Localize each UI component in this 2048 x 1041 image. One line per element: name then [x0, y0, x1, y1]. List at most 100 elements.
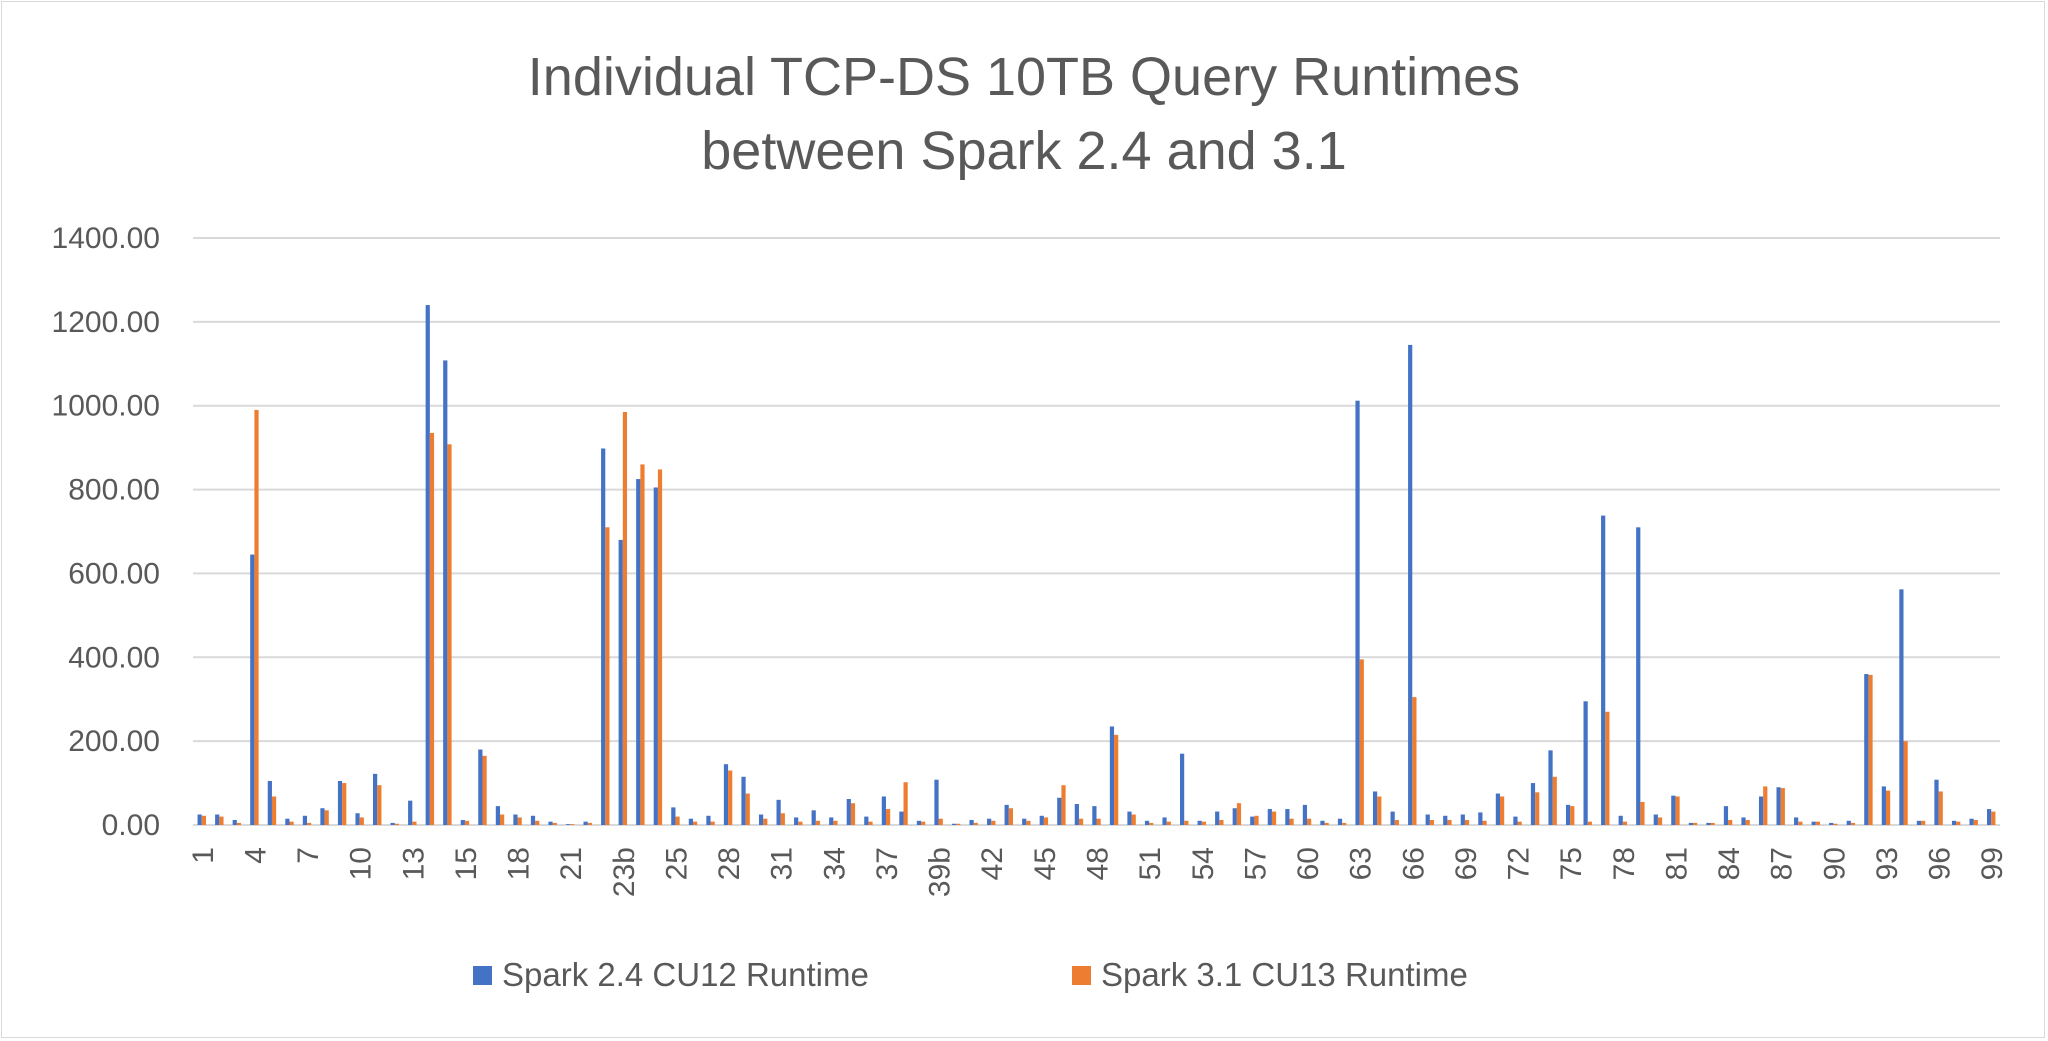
bar-spark-2-4-cu12-runtime-44 [1022, 818, 1027, 825]
bar-spark-2-4-cu12-runtime-37 [881, 796, 886, 825]
legend-swatch-spark-24 [473, 965, 492, 985]
bar-spark-2-4-cu12-runtime-22 [583, 821, 588, 825]
bar-spark-2-4-cu12-runtime-18 [513, 814, 518, 825]
bar-spark-3-1-cu13-runtime-63 [1359, 659, 1364, 825]
bar-spark-2-4-cu12-runtime-77 [1601, 515, 1606, 825]
x-tick-label-60: 60 [1292, 847, 1325, 880]
bar-spark-3-1-cu13-runtime-18 [517, 817, 522, 825]
x-tick-label-69: 69 [1450, 847, 1483, 880]
bar-spark-2-4-cu12-runtime-48 [1092, 806, 1097, 825]
bar-spark-3-1-cu13-runtime-42 [991, 820, 996, 825]
bar-spark-3-1-cu13-runtime-73 [1535, 792, 1540, 825]
bar-spark-3-1-cu13-runtime-1 [201, 815, 206, 825]
bar-spark-2-4-cu12-runtime-49 [1109, 726, 1115, 825]
bar-spark-3-1-cu13-runtime-69 [1464, 819, 1470, 825]
y-tick-label: 1400.00 [52, 222, 160, 255]
bar-spark-2-4-cu12-runtime-12 [390, 822, 395, 825]
bar-spark-2-4-cu12-runtime-75 [1565, 804, 1571, 825]
bar-spark-2-4-cu12-runtime-66 [1408, 344, 1413, 825]
bar-spark-2-4-cu12-runtime-36 [864, 816, 869, 825]
legend-swatch-spark-31 [1072, 965, 1091, 985]
bar-spark-3-1-cu13-runtime-20 [552, 822, 557, 825]
bar-spark-2-4-cu12-runtime-98 [1969, 818, 1974, 825]
bar-spark-2-4-cu12-runtime-65 [1390, 811, 1395, 825]
y-tick-label: 600.00 [68, 557, 160, 590]
bar-spark-2-4-cu12-runtime-71 [1495, 793, 1500, 825]
bar-spark-3-1-cu13-runtime-41 [973, 822, 978, 825]
bar-spark-3-1-cu13-runtime-2 [219, 816, 224, 825]
bar-spark-3-1-cu13-runtime-57 [1254, 815, 1259, 825]
bar-spark-3-1-cu13-runtime-52 [1166, 821, 1171, 825]
bar-spark-2-4-cu12-runtime-7 [302, 815, 308, 825]
bar-spark-2-4-cu12-runtime-23a [601, 448, 606, 825]
bar-spark-2-4-cu12-runtime-70 [1478, 812, 1483, 825]
bar-spark-2-4-cu12-runtime-83 [1706, 822, 1711, 825]
legend-label-spark-31: Spark 3.1 CU13 Runtime [1101, 956, 1468, 993]
bar-spark-3-1-cu13-runtime-38 [903, 782, 908, 825]
bar-spark-2-4-cu12-runtime-64 [1372, 791, 1378, 825]
bar-spark-2-4-cu12-runtime-17 [495, 806, 501, 825]
bar-spark-2-4-cu12-runtime-29 [741, 776, 746, 825]
bar-spark-3-1-cu13-runtime-85 [1745, 819, 1750, 825]
bar-spark-2-4-cu12-runtime-25 [671, 807, 676, 825]
x-tick-label-31: 31 [766, 847, 799, 880]
bar-spark-3-1-cu13-runtime-83 [1710, 822, 1715, 825]
bar-spark-3-1-cu13-runtime-31 [780, 813, 785, 825]
bar-spark-2-4-cu12-runtime-99 [1987, 809, 1992, 825]
bar-spark-2-4-cu12-runtime-82 [1688, 822, 1693, 825]
x-tick-label-90: 90 [1818, 847, 1851, 880]
bar-spark-2-4-cu12-runtime-8 [320, 808, 325, 825]
x-tick-label-13: 13 [397, 847, 430, 880]
bar-spark-3-1-cu13-runtime-26 [693, 821, 698, 825]
bar-spark-2-4-cu12-runtime-72 [1513, 816, 1518, 825]
x-tick-label-87: 87 [1766, 847, 1799, 880]
bar-spark-3-1-cu13-runtime-30 [763, 818, 768, 825]
x-tick-label-54: 54 [1187, 847, 1220, 880]
bar-spark-2-4-cu12-runtime-32 [794, 817, 799, 825]
bar-spark-2-4-cu12-runtime-81 [1671, 795, 1676, 825]
y-tick-label: 0.00 [102, 809, 160, 842]
bar-spark-2-4-cu12-runtime-13 [408, 800, 413, 825]
bar-spark-3-1-cu13-runtime-16 [482, 755, 487, 825]
bar-spark-3-1-cu13-runtime-98 [1973, 819, 1978, 825]
bar-spark-3-1-cu13-runtime-60 [1307, 818, 1312, 825]
bar-spark-3-1-cu13-runtime-66 [1412, 697, 1417, 825]
x-tick-label-99: 99 [1976, 847, 2009, 880]
bar-spark-2-4-cu12-runtime-30 [758, 814, 764, 825]
bar-spark-3-1-cu13-runtime-99 [1991, 811, 1996, 825]
bar-spark-3-1-cu13-runtime-50 [1131, 814, 1136, 825]
bar-spark-3-1-cu13-runtime-59 [1289, 818, 1294, 825]
bar-spark-2-4-cu12-runtime-52 [1162, 817, 1167, 825]
bar-spark-3-1-cu13-runtime-12 [394, 823, 399, 825]
bar-spark-3-1-cu13-runtime-88 [1798, 821, 1803, 825]
bar-spark-2-4-cu12-runtime-50 [1127, 811, 1132, 825]
bar-spark-3-1-cu13-runtime-44 [1026, 820, 1031, 825]
bar-spark-3-1-cu13-runtime-79 [1640, 801, 1645, 825]
bar-spark-3-1-cu13-runtime-39b [938, 818, 943, 825]
bar-spark-3-1-cu13-runtime-56 [1236, 803, 1242, 825]
bar-spark-2-4-cu12-runtime-90 [1829, 822, 1834, 825]
bar-spark-2-4-cu12-runtime-89 [1811, 821, 1816, 825]
bar-spark-3-1-cu13-runtime-11 [377, 785, 382, 825]
bar-spark-3-1-cu13-runtime-19 [535, 820, 540, 825]
bar-spark-3-1-cu13-runtime-68 [1447, 819, 1452, 825]
bar-spark-3-1-cu13-runtime-22 [587, 822, 592, 825]
bar-spark-2-4-cu12-runtime-79 [1636, 527, 1641, 825]
x-tick-label-66: 66 [1397, 847, 1430, 880]
bar-spark-3-1-cu13-runtime-97 [1956, 821, 1961, 825]
bar-spark-2-4-cu12-runtime-93 [1881, 786, 1886, 825]
bar-spark-2-4-cu12-runtime-84 [1723, 806, 1729, 825]
bar-spark-3-1-cu13-runtime-21 [570, 824, 575, 825]
bar-spark-2-4-cu12-runtime-19 [530, 815, 536, 825]
bar-spark-3-1-cu13-runtime-14a [429, 432, 435, 825]
bar-spark-2-4-cu12-runtime-56 [1232, 808, 1237, 825]
bar-spark-2-4-cu12-runtime-96 [1934, 779, 1939, 825]
bar-spark-2-4-cu12-runtime-38 [899, 811, 904, 825]
bar-spark-2-4-cu12-runtime-67 [1425, 814, 1430, 825]
bar-spark-3-1-cu13-runtime-14b [447, 444, 452, 825]
x-tick-label-81: 81 [1660, 847, 1693, 880]
x-tick-label-28: 28 [713, 847, 746, 880]
bar-spark-3-1-cu13-runtime-90 [1833, 823, 1838, 825]
x-tick-label-37: 37 [871, 847, 904, 880]
